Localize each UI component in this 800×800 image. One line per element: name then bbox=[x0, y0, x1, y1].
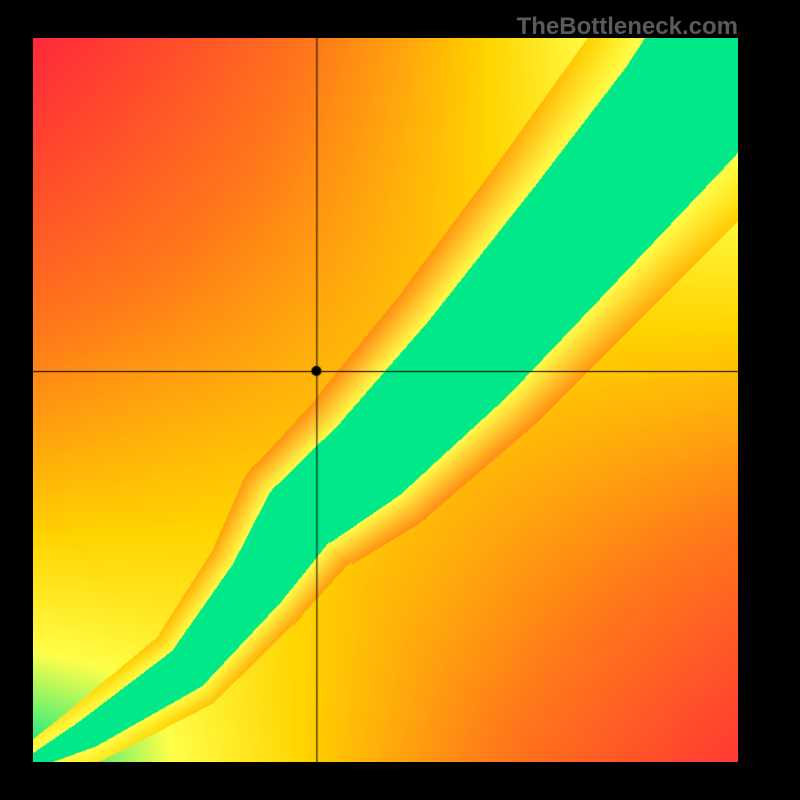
bottleneck-heatmap bbox=[33, 38, 738, 762]
watermark-text: TheBottleneck.com bbox=[517, 13, 738, 41]
chart-container: TheBottleneck.com bbox=[0, 0, 800, 800]
